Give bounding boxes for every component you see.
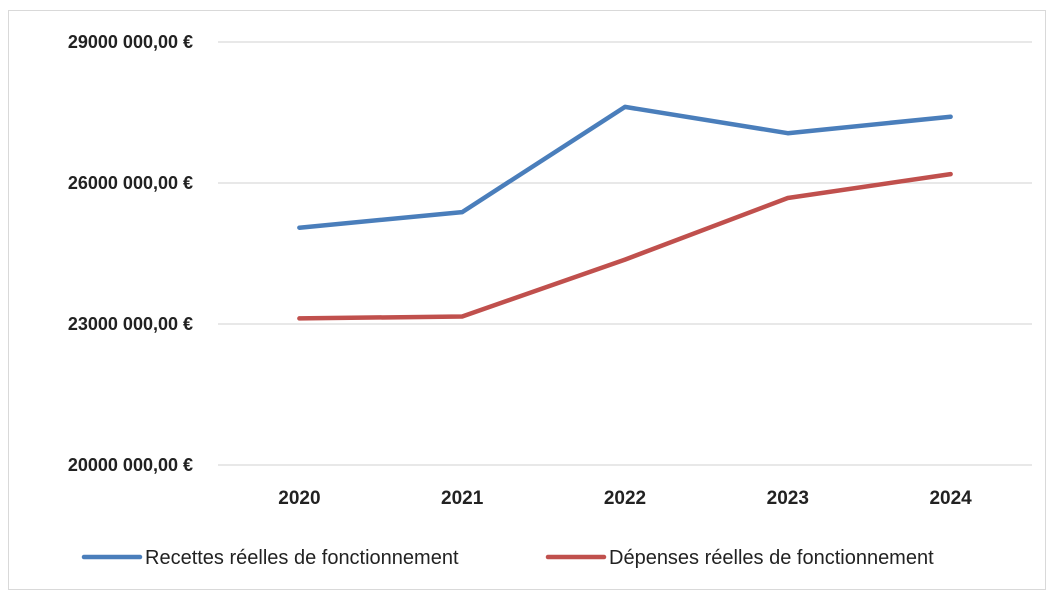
legend: Recettes réelles de fonctionnement Dépens… — [81, 547, 934, 569]
x-axis-ticks: 2020 2021 2022 2023 2024 — [278, 488, 972, 509]
y-axis-ticks: 20000 000,00 € 23000 000,00 € 26000 000,00… — [68, 32, 193, 475]
x-tick-label: 2020 — [278, 488, 320, 509]
x-tick-label: 2022 — [604, 488, 646, 509]
gridlines — [218, 41, 1032, 466]
series-lines — [297, 104, 953, 321]
data-point — [297, 225, 302, 230]
chart-frame — [8, 10, 1046, 590]
data-point — [460, 314, 465, 319]
x-tick-label: 2024 — [929, 488, 972, 509]
legend-label: Dépenses réelles de fonctionnement — [609, 547, 934, 569]
x-tick-label: 2023 — [767, 488, 809, 509]
x-tick-label: 2021 — [441, 488, 484, 509]
y-tick-label: 20000 000,00 € — [68, 455, 193, 475]
series-line-1 — [297, 104, 953, 230]
series-line-2 — [297, 171, 953, 321]
data-point — [785, 196, 790, 201]
y-tick-label: 23000 000,00 € — [68, 314, 193, 334]
data-point — [623, 104, 627, 109]
data-point — [297, 316, 302, 321]
data-point — [460, 210, 465, 215]
data-point — [948, 172, 953, 177]
data-point — [785, 131, 790, 136]
data-point — [623, 257, 627, 262]
legend-label: Recettes réelles de fonctionnement — [145, 547, 459, 569]
y-tick-label: 26000 000,00 € — [68, 173, 193, 193]
data-point — [948, 114, 953, 119]
y-tick-label: 29000 000,00 € — [68, 32, 193, 52]
